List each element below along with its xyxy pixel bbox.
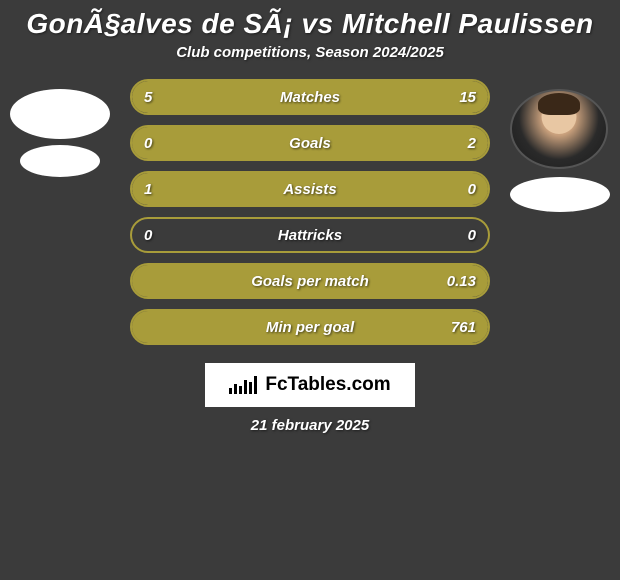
player-right-avatar-photo [510,89,608,169]
subtitle: Club competitions, Season 2024/2025 [0,44,620,61]
player-left-avatar-placeholder [10,89,110,139]
player-right-avatar-group [510,89,610,212]
logo-bars-icon [229,376,257,394]
stats-container: 515Matches 02Goals 10Assists 00Hattricks 0.1… [130,79,490,345]
stat-row: 515Matches [130,79,490,115]
player-left-team-placeholder [20,145,100,177]
stat-label: Goals per match [132,273,488,290]
stat-label: Assists [132,181,488,198]
stat-row: 00Hattricks [130,217,490,253]
player-left-avatar-group [10,89,110,177]
stat-row: 02Goals [130,125,490,161]
stat-row: 0.13Goals per match [130,263,490,299]
stat-label: Goals [132,135,488,152]
stat-label: Min per goal [132,319,488,336]
footer-site-name: FcTables.com [265,374,390,396]
stat-label: Matches [132,89,488,106]
chart-area: 515Matches 02Goals 10Assists 00Hattricks 0.1… [0,79,620,345]
comparison-infographic: GonÃ§alves de SÃ¡ vs Mitchell Paulissen … [0,0,620,580]
footer-logo: FcTables.com [205,363,415,407]
stat-row: 761Min per goal [130,309,490,345]
player-right-team-placeholder [510,177,610,212]
stat-row: 10Assists [130,171,490,207]
footer-date: 21 february 2025 [0,417,620,434]
page-title: GonÃ§alves de SÃ¡ vs Mitchell Paulissen [0,0,620,44]
stat-label: Hattricks [132,227,488,244]
